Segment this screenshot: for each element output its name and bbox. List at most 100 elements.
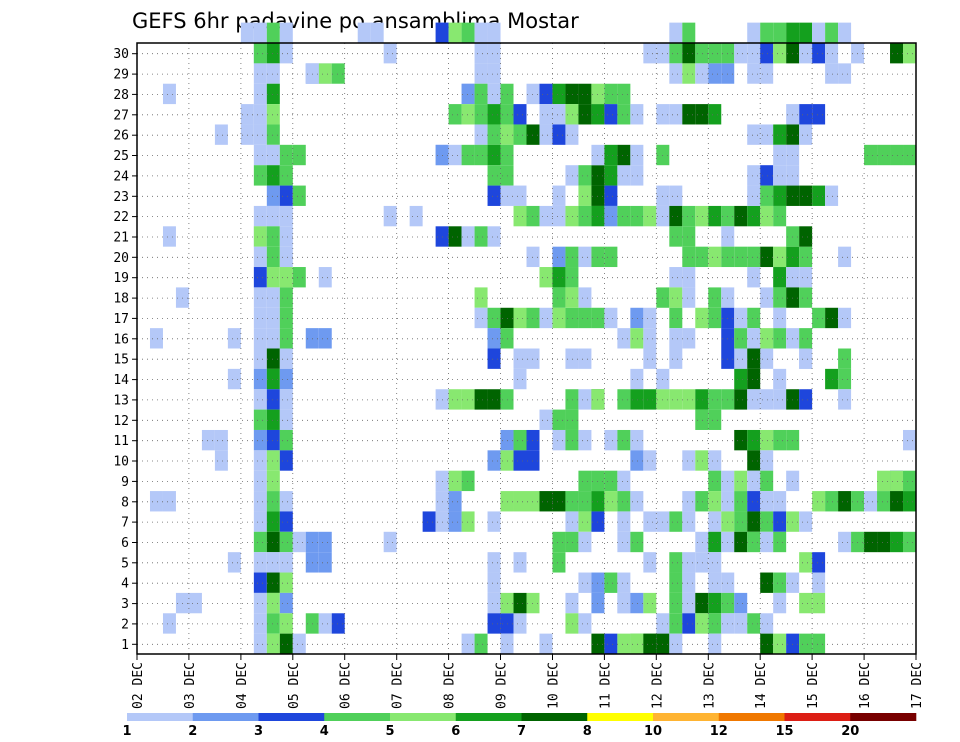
heatmap-cell	[773, 287, 787, 308]
heatmap-cell	[292, 144, 306, 166]
heatmap-cell	[526, 592, 540, 614]
heatmap-cell	[643, 450, 657, 471]
heatmap-cell	[266, 552, 280, 573]
heatmap-cell	[578, 491, 592, 512]
heatmap-cell	[175, 287, 189, 308]
heatmap-cell	[266, 104, 280, 125]
color-legend: 1 2 3 4 5 6 7 8 10 12 15 20	[122, 713, 917, 739]
heatmap-cell	[266, 409, 280, 430]
heatmap-cell	[799, 348, 813, 369]
heatmap-cell	[253, 246, 267, 268]
heatmap-cell	[474, 144, 488, 166]
heatmap-cell	[747, 246, 761, 268]
heatmap-cell	[617, 491, 631, 512]
heatmap-cell	[513, 491, 527, 512]
heatmap-cell	[500, 592, 514, 614]
heatmap-cell	[474, 22, 488, 43]
heatmap-cell	[708, 205, 722, 227]
heatmap-cell	[643, 552, 657, 573]
legend-label: 2	[188, 724, 197, 739]
heatmap-cell	[656, 633, 670, 654]
heatmap-cell	[578, 389, 592, 410]
heatmap-cell	[682, 613, 696, 634]
heatmap-cell	[669, 63, 683, 84]
legend-label: 5	[385, 724, 394, 739]
heatmap-cell	[500, 307, 514, 329]
heatmap-cell	[669, 328, 683, 349]
heatmap-cell	[227, 552, 241, 573]
heatmap-cell	[851, 531, 865, 553]
heatmap-cell	[461, 511, 475, 532]
heatmap-cell	[812, 104, 826, 125]
heatmap-cell	[487, 592, 501, 614]
heatmap-cell	[799, 389, 813, 410]
heatmap-cell	[604, 572, 618, 593]
heatmap-cell	[604, 307, 618, 329]
heatmap-cell	[435, 470, 449, 492]
heatmap-cell	[695, 552, 709, 573]
heatmap-cell	[773, 592, 787, 614]
heatmap-cell	[695, 205, 709, 227]
heatmap-cell	[604, 205, 618, 227]
heatmap-cell	[604, 246, 618, 268]
heatmap-cell	[526, 246, 540, 268]
heatmap-cell	[279, 22, 293, 43]
heatmap-cell	[708, 63, 722, 84]
heatmap-cell	[656, 287, 670, 308]
heatmap-cell	[318, 328, 332, 349]
heatmap-cell	[461, 389, 475, 410]
heatmap-cell	[721, 43, 735, 64]
heatmap-cell	[565, 511, 579, 532]
heatmap-cell	[253, 104, 267, 125]
heatmap-cell	[643, 307, 657, 329]
heatmap-cell	[591, 592, 605, 614]
heatmap-cell	[682, 205, 696, 227]
heatmap-cell	[500, 633, 514, 654]
heatmap-cell	[526, 83, 540, 105]
heatmap-cell	[513, 450, 527, 471]
heatmap-cell	[799, 43, 813, 64]
heatmap-cell	[279, 633, 293, 654]
heatmap-cell	[838, 531, 852, 553]
heatmap-cell	[864, 144, 878, 166]
heatmap-cell	[474, 83, 488, 105]
x-tick-label: 08 DEC	[443, 662, 458, 709]
heatmap-cell	[279, 531, 293, 553]
heatmap-cell	[435, 226, 449, 247]
heatmap-cell	[825, 185, 839, 206]
heatmap-cell	[448, 389, 462, 410]
heatmap-cell	[253, 531, 267, 553]
y-tick-label: 10	[113, 455, 129, 470]
heatmap-cell	[214, 429, 228, 451]
heatmap-cell	[903, 531, 916, 553]
heatmap-cell	[708, 104, 722, 125]
heatmap-cell	[747, 389, 761, 410]
heatmap-cell	[617, 633, 631, 654]
legend-label: 4	[320, 724, 329, 739]
heatmap-cell	[604, 633, 618, 654]
heatmap-cell	[617, 389, 631, 410]
heatmap-cell	[565, 531, 579, 553]
heatmap-cell	[591, 144, 605, 166]
heatmap-cell	[708, 409, 722, 430]
heatmap-cell	[266, 572, 280, 593]
heatmap-cell	[903, 429, 916, 451]
heatmap-cell	[617, 104, 631, 125]
heatmap-cell	[617, 165, 631, 186]
heatmap-cell	[747, 165, 761, 186]
heatmap-cell	[786, 124, 800, 145]
y-tick-label: 27	[113, 108, 129, 123]
heatmap-cell	[591, 185, 605, 206]
heatmap-cell	[786, 389, 800, 410]
heatmap-cell	[253, 328, 267, 349]
heatmap-cell	[513, 185, 527, 206]
heatmap-cell	[487, 83, 501, 105]
heatmap-cell	[708, 246, 722, 268]
heatmap-cell	[487, 389, 501, 410]
heatmap-cell	[864, 531, 878, 553]
heatmap-cell	[162, 83, 176, 105]
heatmap-cell	[877, 531, 891, 553]
heatmap-cell	[864, 491, 878, 512]
legend-label: 15	[775, 724, 793, 739]
heatmap-cell	[825, 63, 839, 84]
